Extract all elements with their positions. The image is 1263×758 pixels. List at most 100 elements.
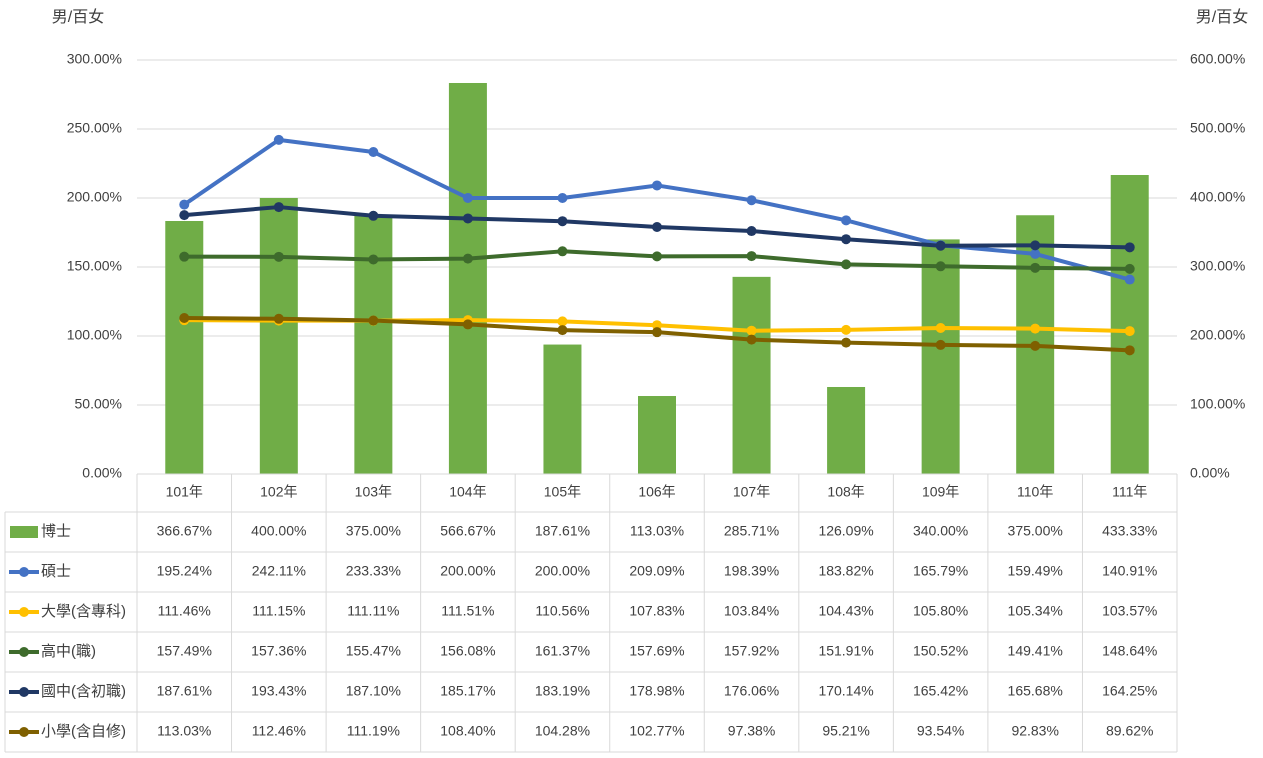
bar (543, 344, 582, 474)
table-cell: 104.43% (818, 603, 873, 619)
marker (368, 254, 379, 265)
table-cell: 183.82% (818, 563, 873, 579)
marker (1030, 323, 1041, 334)
table-cell: 340.00% (913, 523, 968, 539)
marker (557, 246, 568, 257)
table-cell: 110.56% (535, 603, 589, 619)
legend-label: 國中(含初職) (41, 683, 126, 700)
marker (1124, 242, 1135, 253)
marker (462, 193, 473, 203)
table-cell: 200.00% (440, 563, 495, 579)
marker (841, 337, 852, 348)
marker (1030, 262, 1041, 273)
table-cell: 157.49% (157, 643, 212, 659)
legend-key (19, 727, 29, 737)
marker (652, 327, 662, 338)
table-cell: 400.00% (251, 523, 306, 539)
table-cell: 187.61% (535, 523, 590, 539)
table-cell: 111.51% (441, 603, 494, 619)
marker (368, 210, 379, 221)
y2-tick-label: 400.00% (1190, 189, 1245, 205)
marker (652, 180, 662, 191)
table-cell: 187.10% (346, 683, 401, 699)
marker (1124, 263, 1135, 274)
y-tick-label: 100.00% (67, 327, 122, 343)
table-cell: 92.83% (1011, 723, 1058, 739)
bar (638, 396, 676, 474)
x-tick-label: 103年 (355, 484, 392, 500)
table-cell: 112.46% (252, 723, 306, 739)
marker (273, 202, 284, 213)
table-cell: 157.92% (724, 643, 779, 659)
table-cell: 93.54% (917, 723, 964, 739)
bar (921, 239, 960, 474)
x-tick-label: 104年 (449, 484, 486, 500)
x-tick-label: 106年 (638, 484, 675, 500)
table-cell: 140.91% (1102, 563, 1157, 579)
table-cell: 156.08% (440, 643, 495, 659)
table-cell: 209.09% (629, 563, 684, 579)
marker (841, 259, 852, 270)
legend-label: 博士 (41, 523, 71, 540)
legend-label: 大學(含專科) (41, 602, 126, 620)
table-cell: 126.09% (818, 523, 873, 539)
table-cell: 111.19% (347, 723, 400, 739)
table-cell: 366.67% (157, 523, 212, 539)
bar (165, 220, 204, 474)
x-tick-label: 102年 (260, 484, 297, 500)
marker (179, 251, 190, 262)
table-cell: 105.80% (913, 603, 968, 619)
table-cell: 149.41% (1008, 643, 1063, 659)
marker (557, 325, 568, 336)
legend-key (19, 607, 29, 617)
marker (462, 253, 473, 264)
table-cell: 111.46% (158, 603, 211, 619)
table-cell: 185.17% (440, 683, 495, 699)
table-cell: 164.25% (1102, 683, 1157, 699)
y-tick-label: 0.00% (82, 465, 122, 481)
y-axis-title: 男/百女 (52, 7, 104, 26)
marker (746, 226, 757, 237)
bar (732, 276, 771, 474)
table-cell: 285.71% (724, 523, 779, 539)
marker (935, 339, 946, 350)
marker (368, 147, 379, 158)
marker (557, 316, 568, 327)
y2-tick-label: 300.00% (1190, 258, 1245, 274)
marker (652, 222, 662, 233)
table-cell: 97.38% (728, 723, 775, 739)
table-cell: 111.11% (347, 603, 399, 619)
marker (1030, 340, 1041, 351)
legend-label: 碩士 (41, 563, 71, 580)
y2-axis-title: 男/百女 (1196, 7, 1248, 26)
table-cell: 157.69% (629, 643, 684, 659)
legend-key (10, 526, 38, 538)
marker (1124, 326, 1135, 337)
y2-tick-label: 600.00% (1190, 51, 1245, 67)
marker (1030, 240, 1041, 251)
marker (652, 320, 662, 331)
bar (354, 215, 393, 474)
table-cell: 375.00% (346, 523, 401, 539)
legend-label: 小學(含自修) (41, 722, 126, 740)
table-cell: 89.62% (1106, 723, 1153, 739)
table-cell: 242.11% (252, 563, 306, 579)
table-cell: 165.68% (1008, 683, 1063, 699)
table-cell: 233.33% (346, 563, 401, 579)
marker (841, 234, 852, 245)
y-tick-label: 300.00% (67, 51, 122, 67)
table-cell: 183.19% (535, 683, 590, 699)
table-cell: 159.49% (1008, 563, 1063, 579)
table-cell: 107.83% (629, 603, 684, 619)
marker (273, 251, 284, 262)
marker (273, 313, 284, 324)
marker (179, 199, 190, 210)
marker (179, 313, 190, 324)
x-tick-label: 108年 (827, 484, 864, 500)
y2-tick-label: 0.00% (1190, 465, 1230, 481)
table-cell: 157.36% (251, 643, 306, 659)
marker (935, 322, 946, 333)
table-cell: 195.24% (157, 563, 212, 579)
